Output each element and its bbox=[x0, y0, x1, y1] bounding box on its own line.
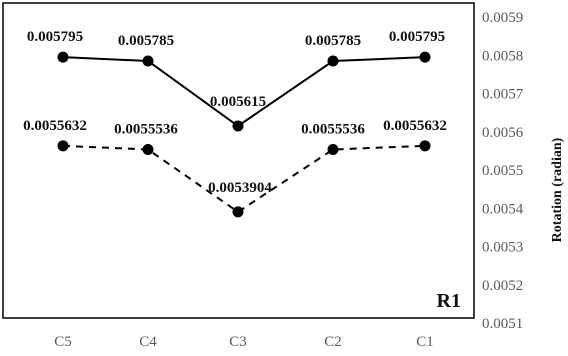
y-axis-label: Rotation (radian) bbox=[550, 137, 565, 242]
data-point bbox=[327, 55, 339, 67]
y-tick-label: 0.0054 bbox=[482, 201, 524, 217]
x-tick-label: C5 bbox=[54, 334, 72, 350]
data-point bbox=[327, 143, 339, 155]
data-point bbox=[232, 206, 244, 218]
y-tick-label: 0.0051 bbox=[482, 316, 523, 332]
data-label: 0.0055632 bbox=[23, 118, 87, 134]
data-label: 0.005795 bbox=[27, 29, 83, 45]
data-label: 0.0053904 bbox=[208, 180, 272, 196]
data-label: 0.005615 bbox=[210, 94, 266, 110]
data-point bbox=[142, 55, 154, 67]
data-point bbox=[142, 143, 154, 155]
series-line-dashed bbox=[62, 144, 426, 214]
y-tick-label: 0.0053 bbox=[482, 240, 523, 256]
data-label: 0.005795 bbox=[389, 29, 445, 45]
series-layer bbox=[57, 51, 431, 218]
x-tick-label: C3 bbox=[229, 334, 247, 350]
data-point bbox=[232, 120, 244, 132]
y-tick-label: 0.0059 bbox=[482, 10, 523, 26]
series-line-solid bbox=[62, 56, 426, 128]
data-point bbox=[57, 140, 69, 152]
data-label: 0.0055632 bbox=[383, 118, 447, 134]
y-axis-ticks: 0.0051 0.0052 0.0053 0.0054 0.0055 0.0056 0.00… bbox=[482, 10, 524, 332]
data-point bbox=[419, 51, 431, 63]
data-label: 0.0055536 bbox=[301, 121, 365, 137]
x-tick-label: C2 bbox=[324, 334, 342, 350]
data-label: 0.005785 bbox=[118, 33, 174, 49]
data-labels: 0.005795 0.005785 0.005615 0.005785 0.005795… bbox=[23, 29, 447, 196]
data-label: 0.005785 bbox=[305, 33, 361, 49]
x-axis-ticks: C5 C4 C3 C2 C1 bbox=[54, 334, 434, 350]
y-tick-label: 0.0055 bbox=[482, 163, 523, 179]
data-label: 0.0055536 bbox=[114, 121, 178, 137]
y-tick-label: 0.0057 bbox=[482, 87, 524, 103]
y-tick-label: 0.0058 bbox=[482, 48, 523, 64]
y-tick-label: 0.0056 bbox=[482, 125, 524, 141]
data-point bbox=[419, 140, 431, 152]
x-tick-label: C4 bbox=[139, 334, 157, 350]
y-tick-label: 0.0052 bbox=[482, 278, 523, 294]
plot-frame bbox=[2, 2, 475, 319]
x-tick-label: C1 bbox=[416, 334, 434, 350]
data-point bbox=[57, 51, 69, 63]
panel-label: R1 bbox=[437, 290, 461, 312]
